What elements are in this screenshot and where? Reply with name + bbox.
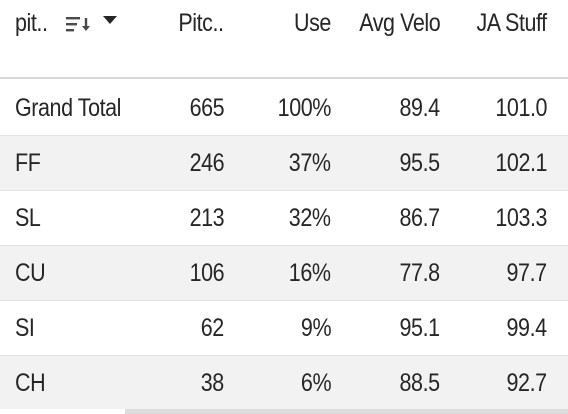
cell-use: 16% (289, 258, 331, 287)
header-use[interactable]: Use (294, 9, 331, 37)
cell-pitch-type: FF (15, 148, 41, 177)
cell-ja-stuff: 103.3 (495, 203, 547, 232)
table-row-ff[interactable]: FF 246 37% 95.5 102.1 (0, 136, 568, 191)
cell-ja-stuff: 102.1 (495, 148, 547, 177)
header-pitch-type[interactable]: pit.. (15, 9, 48, 37)
cell-pitch-type: CH (15, 368, 46, 397)
table-row-ch[interactable]: CH 38 6% 88.5 92.7 (0, 356, 568, 411)
table-bottom-edge (0, 409, 568, 414)
cell-pitches: 62 (200, 313, 224, 342)
cell-avg-velo: 89.4 (399, 93, 441, 122)
cell-use: 100% (277, 93, 332, 122)
cell-use: 32% (289, 203, 331, 232)
cell-pitch-type: CU (15, 258, 46, 287)
cell-ja-stuff: 99.4 (506, 313, 548, 342)
table-row-grand-total[interactable]: Grand Total 665 100% 89.4 101.0 (0, 81, 568, 136)
header-ja-stuff[interactable]: JA Stuff (476, 9, 548, 37)
cell-avg-velo: 88.5 (399, 368, 441, 397)
cell-avg-velo: 86.7 (399, 203, 441, 232)
table-row-cu[interactable]: CU 106 16% 77.8 97.7 (0, 246, 568, 301)
cell-pitches: 213 (189, 203, 224, 232)
cell-ja-stuff: 97.7 (506, 258, 548, 287)
cell-pitch-type: Grand Total (15, 93, 122, 122)
cell-use: 9% (300, 313, 332, 342)
cell-pitches: 246 (189, 148, 224, 177)
cell-ja-stuff: 101.0 (495, 93, 547, 122)
cell-use: 37% (289, 148, 331, 177)
cell-pitches: 665 (189, 93, 224, 122)
cell-use: 6% (300, 368, 332, 397)
caret-down-icon[interactable] (103, 15, 117, 25)
cell-pitches: 106 (189, 258, 224, 287)
cell-avg-velo: 95.5 (399, 148, 441, 177)
header-divider (0, 52, 568, 79)
table-header-row: pit.. Pitc.. Use Avg Velo JA Stuff (0, 0, 568, 52)
cell-pitches: 38 (200, 368, 224, 397)
table-row-sl[interactable]: SL 213 32% 86.7 103.3 (0, 191, 568, 246)
cell-avg-velo: 77.8 (399, 258, 441, 287)
cell-avg-velo: 95.1 (399, 313, 441, 342)
sort-controls[interactable] (66, 12, 118, 36)
table-row-si[interactable]: SI 62 9% 95.1 99.4 (0, 301, 568, 356)
cell-pitch-type: SL (15, 203, 41, 232)
header-pitches[interactable]: Pitc.. (178, 9, 225, 37)
sort-descending-icon[interactable] (66, 12, 94, 36)
cell-ja-stuff: 92.7 (506, 368, 548, 397)
cell-pitch-type: SI (15, 313, 35, 342)
header-avg-velo[interactable]: Avg Velo (358, 9, 440, 37)
